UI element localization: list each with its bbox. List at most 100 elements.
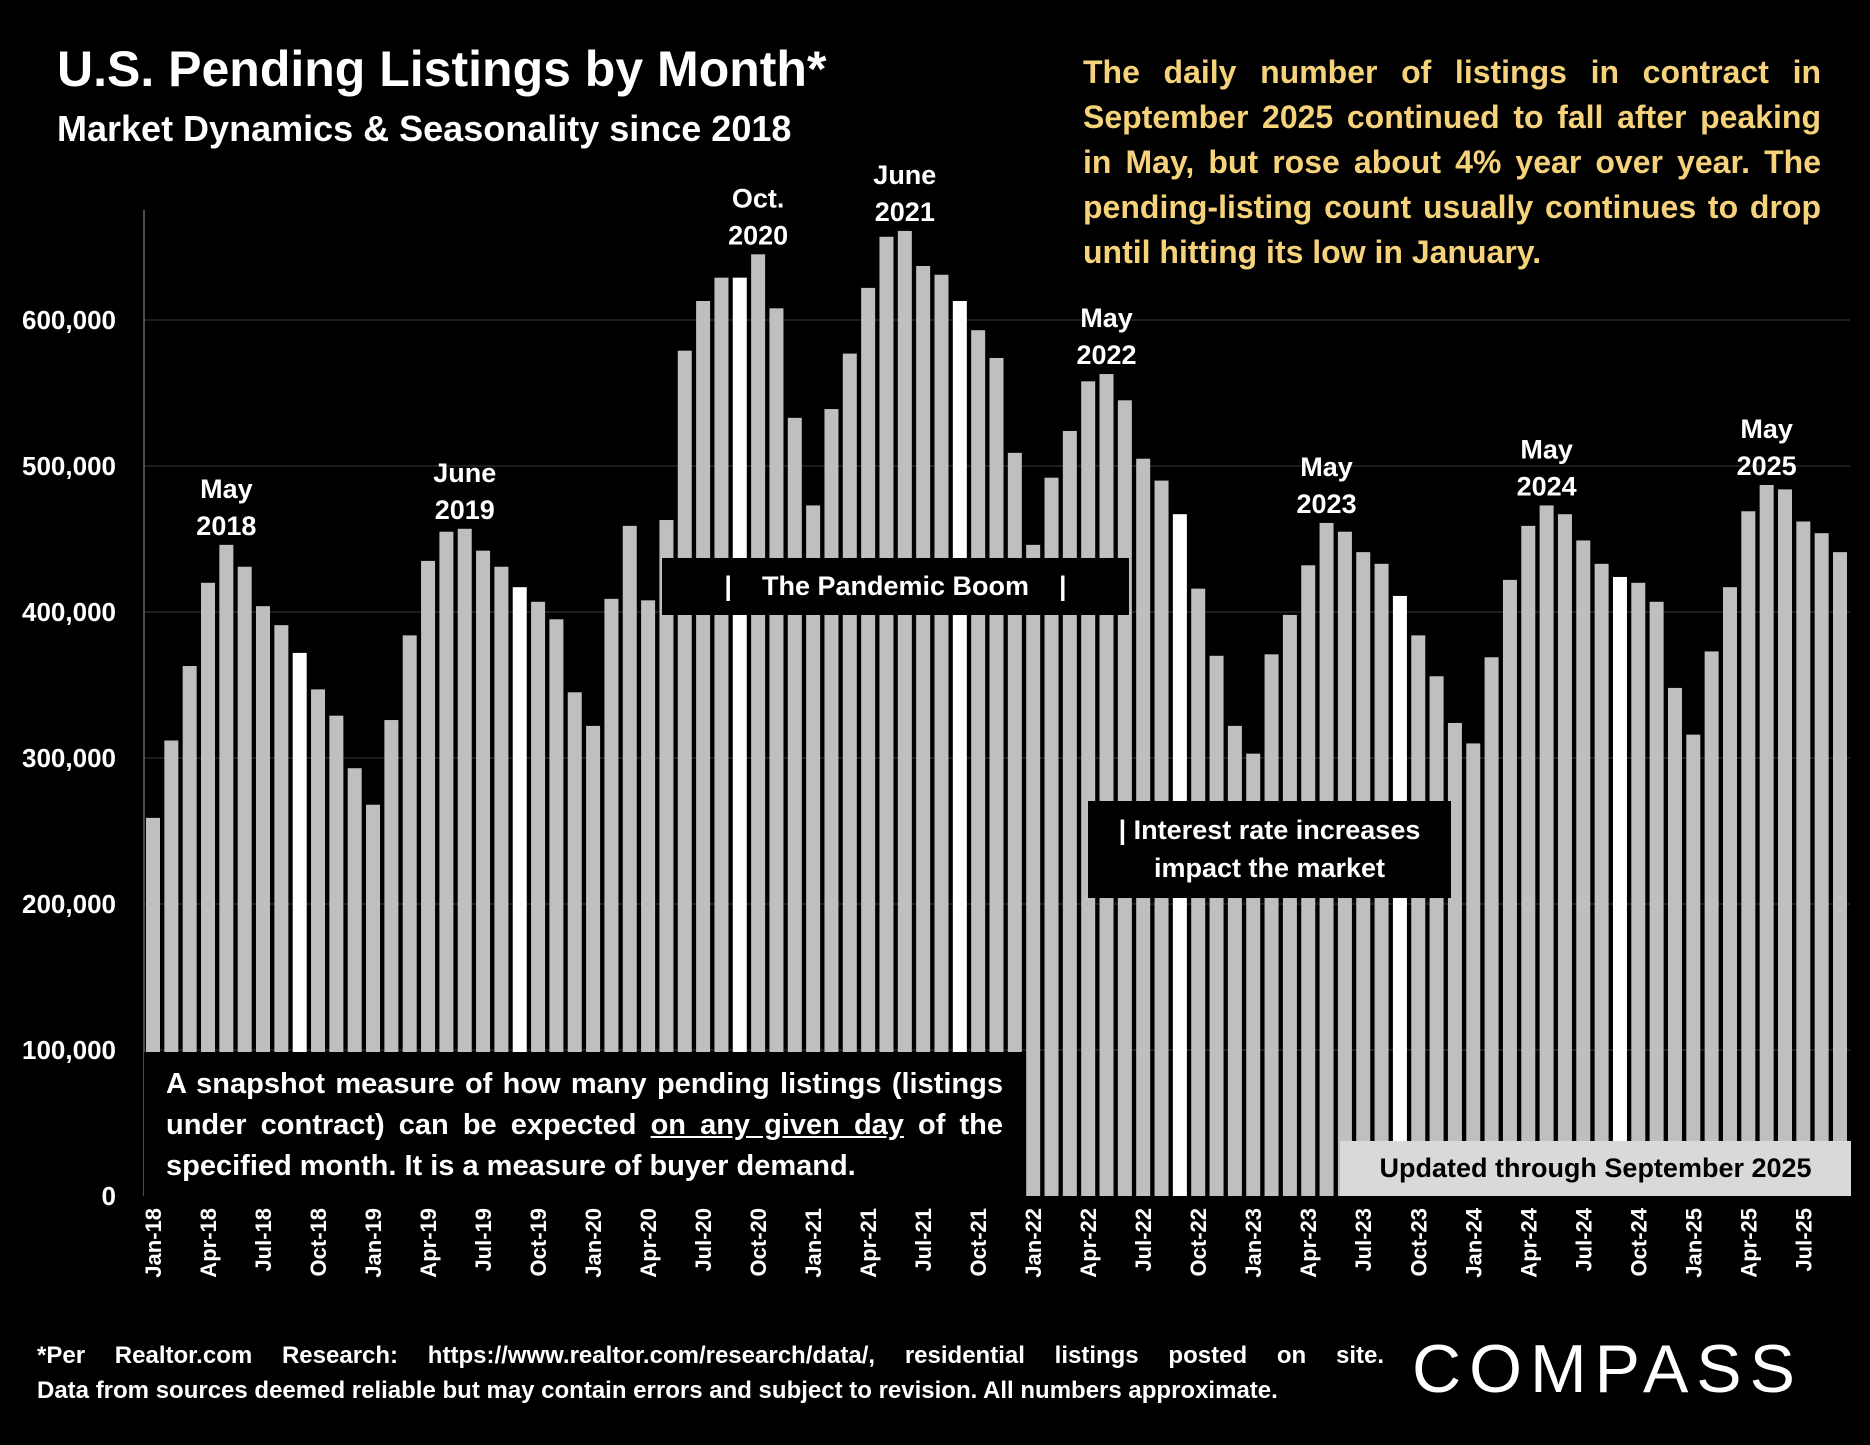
bar-Aug-20	[714, 277, 729, 1196]
bar-Apr-20	[641, 600, 656, 1196]
bar-Jun-24	[1557, 514, 1572, 1196]
x-tick-label: Jan-25	[1681, 1208, 1706, 1278]
x-tick-label: Jan-18	[141, 1208, 166, 1278]
bar-Oct-19	[531, 601, 546, 1196]
bar-Apr-24	[1521, 525, 1536, 1196]
x-tick-label: Apr-21	[856, 1208, 881, 1278]
bar-Jan-24	[1466, 743, 1481, 1196]
summary-line: The daily number of listings in contract…	[1083, 54, 1821, 90]
bar-Feb-20	[604, 598, 619, 1196]
bar-Jul-21	[916, 265, 931, 1197]
peak-label: 2025	[1737, 451, 1797, 481]
bar-Dec-21	[1007, 452, 1022, 1196]
peak-label: 2024	[1517, 471, 1577, 501]
bar-Dec-24	[1667, 687, 1682, 1196]
snapshot-underlined: on any given day	[650, 1109, 904, 1141]
snapshot-note: A snapshot measure of how many pending l…	[144, 1052, 1023, 1196]
y-tick-label: 200,000	[22, 889, 116, 919]
bar-Nov-23	[1429, 676, 1444, 1196]
x-tick-label: Jul-20	[691, 1208, 716, 1272]
peak-label: May	[1300, 452, 1353, 482]
peak-label: June	[873, 160, 936, 190]
bar-Aug-19	[494, 566, 509, 1196]
bar-Jul-20	[696, 301, 711, 1196]
x-tick-label: Oct-18	[306, 1208, 331, 1276]
x-tick-label: Jan-24	[1461, 1207, 1486, 1277]
bar-Jan-22	[1026, 544, 1041, 1196]
snapshot-text: of the specified month. It is a measure …	[166, 1109, 1003, 1182]
peak-label: June	[433, 458, 496, 488]
bar-Jun-25	[1777, 489, 1792, 1196]
bar-Mar-23	[1282, 614, 1297, 1196]
y-tick-label: 500,000	[22, 451, 116, 481]
bar-Oct-21	[971, 330, 986, 1197]
bar-May-24	[1539, 505, 1554, 1196]
bar-Oct-20	[751, 254, 766, 1197]
footnote-line: Data from sources deemed reliable but ma…	[37, 1377, 1278, 1404]
peak-label: 2021	[875, 197, 935, 227]
bar-Aug-24	[1594, 563, 1609, 1196]
snapshot-text: A snapshot measure of how many pending l…	[166, 1068, 1003, 1141]
peak-label: May	[1520, 434, 1573, 464]
bar-Apr-22	[1081, 381, 1096, 1196]
bar-Nov-24	[1649, 601, 1664, 1196]
y-tick-label: 600,000	[22, 305, 116, 335]
bar-May-21	[879, 236, 894, 1196]
chart-subtitle: Market Dynamics & Seasonality since 2018	[57, 108, 792, 149]
bar-Sep-25	[1833, 552, 1847, 1196]
x-tick-label: Jan-23	[1241, 1208, 1266, 1278]
summary-line: in May, but rose about 4% year over year…	[1083, 144, 1821, 180]
x-tick-label: Jan-22	[1021, 1208, 1046, 1278]
peak-label: Oct.	[732, 183, 785, 213]
peak-label: 2022	[1076, 340, 1136, 370]
bar-Feb-23	[1264, 654, 1279, 1196]
x-tick-label: Oct-22	[1186, 1208, 1211, 1276]
bar-Nov-20	[769, 308, 784, 1196]
peak-label: 2018	[196, 511, 256, 541]
bar-Feb-25	[1704, 651, 1719, 1196]
x-tick-label: Jul-18	[251, 1208, 276, 1272]
bar-Jun-19	[457, 528, 472, 1196]
bar-Oct-23	[1411, 635, 1426, 1196]
x-tick-label: Apr-24	[1516, 1207, 1541, 1277]
bar-Aug-21	[934, 274, 949, 1196]
updated-badge: Updated through September 2025	[1340, 1141, 1851, 1196]
bar-Feb-22	[1044, 477, 1059, 1196]
x-tick-label: Oct-21	[966, 1208, 991, 1276]
bar-Mar-22	[1062, 430, 1077, 1197]
rates-line: impact the market	[1153, 853, 1386, 883]
peak-label: May	[200, 474, 253, 504]
bar-Apr-18	[201, 582, 216, 1196]
x-tick-label: Oct-19	[526, 1208, 551, 1276]
bar-May-22	[1099, 374, 1114, 1196]
x-tick-label: Apr-19	[416, 1208, 441, 1278]
peak-label: May	[1740, 414, 1793, 444]
x-tick-label: Jan-21	[801, 1208, 826, 1278]
bar-Nov-19	[549, 619, 564, 1196]
x-tick-label: Jul-24	[1571, 1207, 1596, 1271]
bar-Dec-23	[1447, 722, 1462, 1196]
peak-label: May	[1080, 303, 1133, 333]
summary-text: The daily number of listings in contract…	[1083, 50, 1821, 275]
bar-Jan-25	[1686, 734, 1701, 1196]
bar-Mar-24	[1502, 579, 1517, 1196]
footnote: *Per Realtor.com Research: https://www.r…	[37, 1338, 1384, 1408]
interest-rate-annotation: | Interest rate increases impact the mar…	[1088, 801, 1451, 898]
x-tick-label: Apr-23	[1296, 1208, 1321, 1278]
bar-May-25	[1759, 484, 1774, 1197]
summary-line: pending-listing count usually continues …	[1083, 189, 1821, 225]
bar-Oct-24	[1631, 582, 1646, 1196]
bar-Sep-21	[952, 301, 967, 1196]
bar-Mar-25	[1722, 587, 1737, 1196]
bar-Jun-21	[897, 230, 912, 1196]
x-tick-label: Oct-20	[746, 1208, 771, 1276]
y-tick-label: 0	[102, 1181, 116, 1211]
bar-Jul-19	[476, 550, 491, 1196]
x-tick-label: Jul-19	[471, 1208, 496, 1272]
bar-Aug-25	[1814, 533, 1829, 1196]
x-tick-label: Jul-23	[1351, 1208, 1376, 1272]
bar-Jul-24	[1576, 540, 1591, 1196]
x-tick-label: Jan-20	[581, 1208, 606, 1278]
x-tick-label: Jul-25	[1791, 1208, 1816, 1272]
